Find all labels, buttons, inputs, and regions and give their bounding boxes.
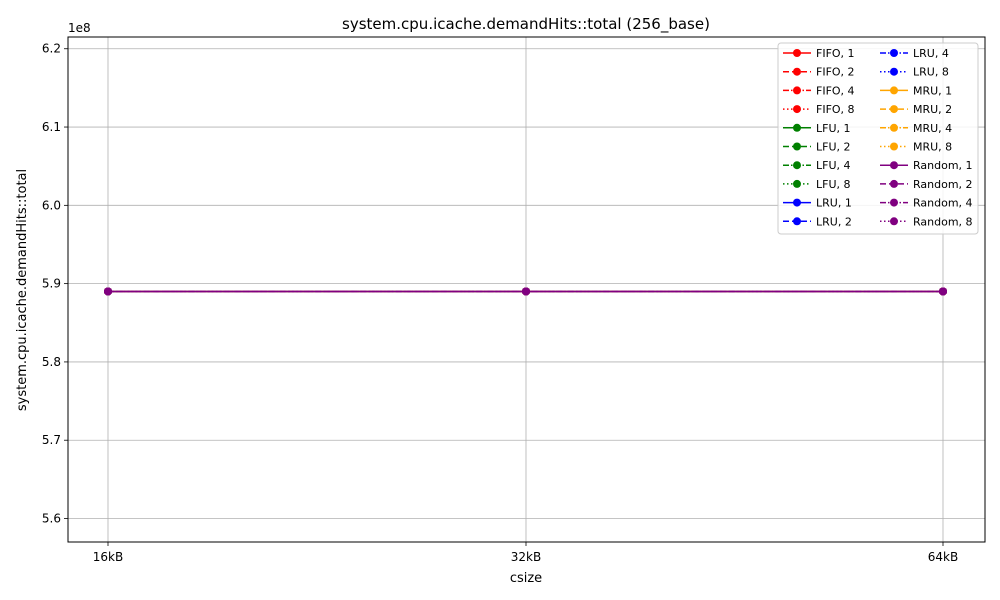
legend-label: LFU, 8 [816,178,851,191]
x-tick-label: 64kB [928,550,958,564]
y-axis-label: system.cpu.icache.demandHits::total [15,169,30,411]
legend-item: LFU, 1 [783,122,851,135]
legend-item: LRU, 2 [783,215,852,228]
legend-swatch-marker [890,123,898,132]
legend: FIFO, 1 FIFO, 2 FIFO, 4 FIFO, 8 LFU, 1 LFU, 2… [777,42,979,235]
legend-label: Random, 4 [913,197,973,210]
y-tick-label: 6.0 [42,198,61,212]
legend-label: FIFO, 4 [816,84,855,97]
data-point [104,287,112,296]
y-tick-label: 5.8 [42,355,61,369]
legend-swatch-marker [890,161,898,170]
legend-swatch-marker [793,179,801,188]
y-tick-label: 6.2 [42,42,61,56]
legend-label: LFU, 1 [816,122,851,135]
data-point [522,287,530,296]
legend-label: LRU, 2 [816,215,852,228]
legend-label: LRU, 4 [913,47,949,60]
legend-label: FIFO, 2 [816,66,855,79]
legend-label: MRU, 8 [913,141,952,154]
legend-label: FIFO, 8 [816,103,855,116]
legend-label: Random, 8 [913,215,973,228]
legend-item: LRU, 8 [880,66,949,79]
series-group [104,287,947,296]
y-tick-label: 5.7 [42,433,61,447]
legend-swatch-marker [890,49,898,57]
legend-item: FIFO, 8 [783,103,855,116]
legend-swatch-marker [890,86,898,95]
legend-swatch-marker [890,67,898,76]
legend-box [777,42,979,235]
y-tick-label: 6.1 [42,120,61,134]
data-point [939,287,947,296]
legend-item: LFU, 4 [783,159,851,172]
legend-swatch-marker [890,105,898,114]
y-tick-label: 5.6 [42,512,61,526]
legend-swatch-marker [793,67,801,76]
legend-label: FIFO, 1 [816,47,855,60]
legend-swatch-marker [890,198,898,207]
x-tick-label: 16kB [93,550,123,564]
legend-label: MRU, 4 [913,122,952,135]
legend-swatch-marker [793,198,801,207]
legend-swatch-marker [890,217,898,226]
legend-item: LRU, 1 [783,197,852,210]
legend-item: FIFO, 4 [783,84,855,97]
legend-label: MRU, 2 [913,103,952,116]
legend-item: LFU, 8 [783,178,851,191]
legend-label: LRU, 8 [913,66,949,79]
legend-item: FIFO, 2 [783,66,855,79]
legend-item: Random, 1 [880,159,973,172]
legend-swatch-marker [890,179,898,188]
legend-swatch-marker [793,217,801,226]
legend-label: Random, 2 [913,178,973,191]
legend-label: LFU, 4 [816,159,851,172]
legend-item: Random, 2 [880,178,973,191]
legend-swatch-marker [793,49,801,57]
legend-item: MRU, 8 [880,141,952,154]
legend-item: LFU, 2 [783,141,851,154]
x-axis: 16kB 32kB 64kB [93,542,958,564]
legend-swatch-marker [890,142,898,151]
legend-label: MRU, 1 [913,84,952,97]
legend-item: MRU, 2 [880,103,952,116]
legend-item: Random, 4 [880,197,973,210]
legend-label: LRU, 1 [816,197,852,210]
chart-title: system.cpu.icache.demandHits::total (256… [342,15,710,34]
legend-item: LRU, 4 [880,47,949,60]
legend-swatch-marker [793,105,801,114]
y-axis: 5.6 5.7 5.8 5.9 6.0 6.1 6.2 [42,42,68,526]
y-tick-label: 5.9 [42,277,61,291]
legend-swatch-marker [793,161,801,170]
x-axis-label: csize [510,571,542,586]
x-tick-label: 32kB [511,550,541,564]
legend-swatch-marker [793,86,801,95]
legend-item: MRU, 4 [880,122,952,135]
series-random-8 [104,287,947,296]
legend-item: FIFO, 1 [783,47,855,60]
legend-item: MRU, 1 [880,84,952,97]
plot-frame [67,36,986,543]
legend-item: Random, 8 [880,215,973,228]
legend-label: Random, 1 [913,159,973,172]
legend-label: LFU, 2 [816,141,851,154]
y-scale-label: 1e8 [68,21,91,35]
legend-swatch-marker [793,123,801,132]
legend-swatch-marker [793,142,801,151]
